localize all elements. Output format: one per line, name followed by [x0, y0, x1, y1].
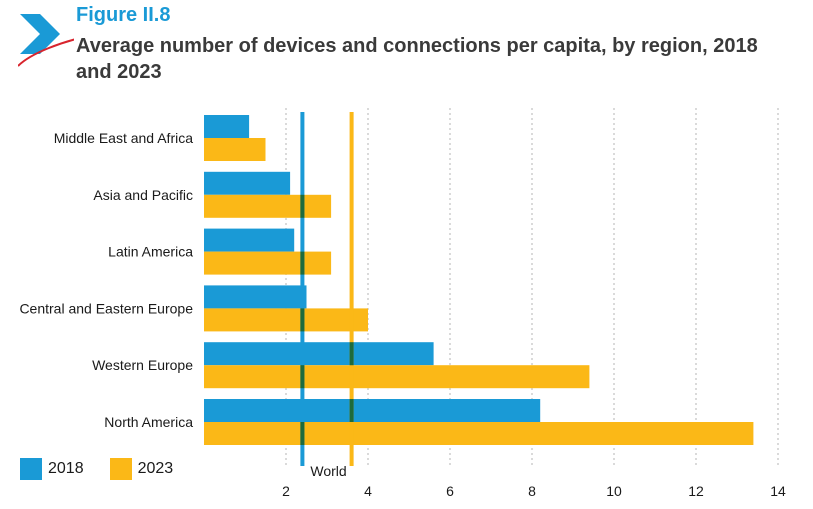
bar-2023-3 [204, 308, 368, 332]
x-tick-label-14: 14 [770, 483, 786, 499]
legend-item-2018: 2018 [20, 458, 84, 480]
x-tick-label-6: 6 [446, 483, 454, 499]
world-overlap-2023-4 [349, 342, 354, 366]
legend-swatch-2018 [20, 458, 42, 480]
bar-2018-0 [204, 115, 250, 138]
world-overlap-2018-5 [300, 422, 305, 445]
world-overlap-2023-5 [349, 399, 354, 422]
x-tick-label-12: 12 [688, 483, 704, 499]
legend: 2018 2023 [20, 458, 199, 480]
world-overlap-2018-1 [300, 194, 305, 218]
figure-number: Figure II.8 [76, 4, 171, 26]
world-line-2018 [300, 112, 305, 466]
category-label-4: Western Europe [92, 357, 193, 373]
category-label-5: North America [104, 414, 193, 430]
legend-swatch-2023 [109, 458, 132, 480]
category-label-3: Central and Eastern Europe [19, 300, 193, 316]
bar-2023-5 [204, 422, 754, 445]
world-overlap-2018-4 [300, 365, 305, 389]
chevron-logo-icon [18, 14, 74, 67]
x-tick-label-4: 4 [364, 483, 372, 499]
bar-2023-2 [204, 251, 332, 275]
x-tick-label-10: 10 [606, 483, 622, 499]
legend-label-2018: 2018 [48, 460, 84, 477]
bar-2018-4 [204, 342, 434, 366]
world-line-2023 [349, 112, 354, 466]
category-label-2: Latin America [108, 244, 193, 260]
world-label: World [310, 463, 346, 479]
bar-2018-5 [204, 399, 541, 422]
world-overlap-2018-3 [300, 308, 305, 332]
legend-label-2023: 2023 [137, 460, 174, 477]
world-overlap-2018-2 [300, 251, 305, 275]
bar-2018-2 [204, 228, 295, 252]
legend-item-2023: 2023 [109, 458, 174, 480]
bar-2023-1 [204, 194, 332, 218]
chart-title: Average number of devices and connection… [76, 35, 758, 83]
bar-2023-4 [204, 365, 590, 389]
x-tick-label-2: 2 [282, 483, 290, 499]
bar-2023-0 [204, 138, 266, 161]
category-label-1: Asia and Pacific [93, 187, 193, 203]
bar-2018-3 [204, 285, 307, 309]
x-tick-label-8: 8 [528, 483, 536, 499]
category-label-0: Middle East and Africa [54, 130, 194, 146]
bar-2018-1 [204, 171, 291, 195]
